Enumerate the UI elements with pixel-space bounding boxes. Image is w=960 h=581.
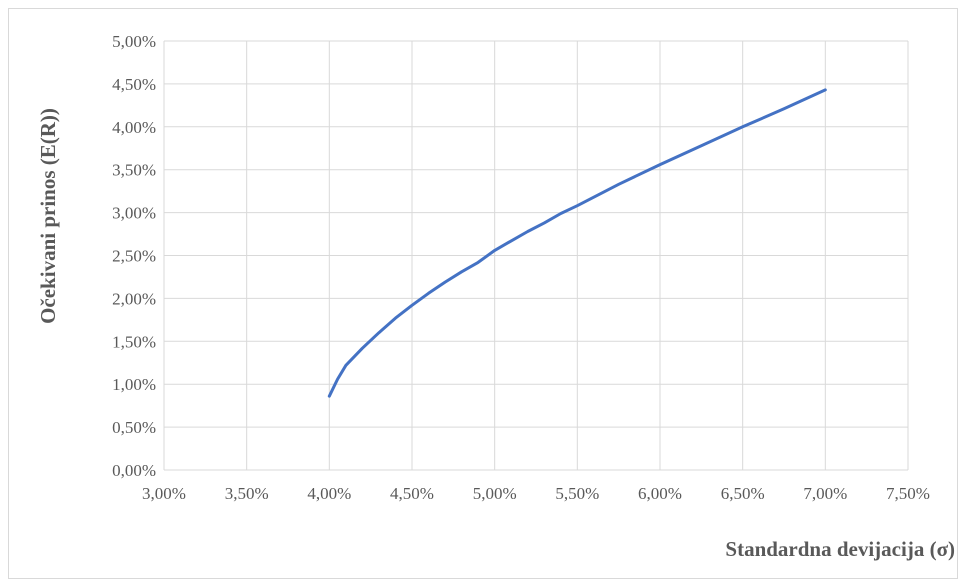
y-tick-label: 1,00% [112, 375, 156, 394]
y-tick-label: 3,00% [112, 204, 156, 223]
y-tick-label: 0,00% [112, 461, 156, 480]
y-tick-label: 4,00% [112, 118, 156, 137]
y-tick-label: 2,00% [112, 289, 156, 308]
x-tick-label: 6,50% [721, 484, 765, 503]
x-tick-label: 7,50% [886, 484, 930, 503]
x-tick-label: 4,00% [307, 484, 351, 503]
grid [163, 40, 909, 471]
x-tick-label: 5,50% [555, 484, 599, 503]
y-axis-title: Očekivani prinos (E(R)) [36, 108, 60, 324]
x-tick-label: 4,50% [390, 484, 434, 503]
x-axis-title: Standardna devijacija (σ) [725, 537, 955, 561]
tick-labels: 3,00% 3,50% 4,00% 4,50% 5,00% 5,50% 6,00% 6,50%… [112, 32, 930, 503]
x-tick-label: 3,00% [142, 484, 186, 503]
series-line [327, 88, 827, 398]
x-tick-label: 3,50% [225, 484, 269, 503]
chart-frame: 3,00% 3,50% 4,00% 4,50% 5,00% 5,50% 6,00% 6,50%… [8, 8, 958, 579]
x-tick-label: 7,00% [803, 484, 847, 503]
y-tick-label: 5,00% [112, 32, 156, 51]
x-tick-label: 5,00% [473, 484, 517, 503]
y-tick-label: 3,50% [112, 161, 156, 180]
y-tick-label: 0,50% [112, 418, 156, 437]
series-layer [327, 88, 827, 398]
y-tick-label: 2,50% [112, 247, 156, 266]
x-tick-label: 6,00% [638, 484, 682, 503]
line-chart: 3,00% 3,50% 4,00% 4,50% 5,00% 5,50% 6,00% 6,50%… [36, 32, 955, 561]
y-tick-label: 4,50% [112, 75, 156, 94]
y-tick-label: 1,50% [112, 332, 156, 351]
